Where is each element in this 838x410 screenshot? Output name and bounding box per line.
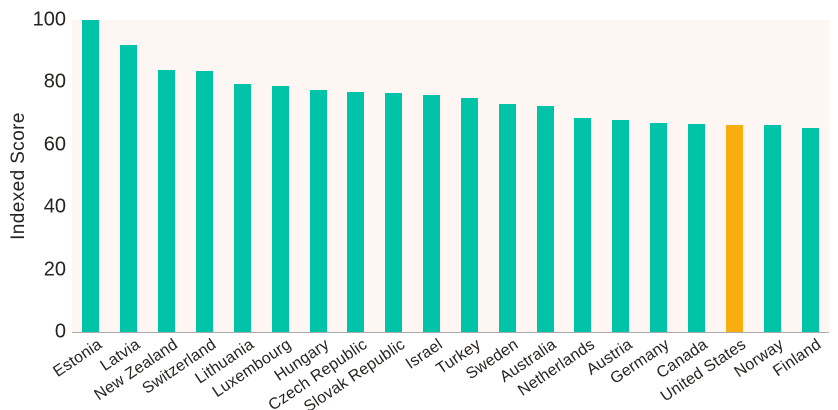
y-tick-80: 80: [43, 70, 66, 93]
bar-lithuania: [233, 83, 251, 332]
y-tick-60: 60: [43, 133, 66, 156]
y-tick-40: 40: [43, 195, 66, 218]
bar-germany: [650, 122, 668, 332]
bar-netherlands: [574, 118, 592, 332]
bar-switzerland: [195, 71, 213, 332]
bar-australia: [536, 105, 554, 332]
bar-united-states: [725, 124, 743, 332]
y-axis-title: Indexed Score: [8, 112, 29, 240]
bar-austria: [612, 119, 630, 332]
bar-latvia: [120, 44, 138, 332]
plot-area: [72, 20, 829, 332]
bar-slovak-republic: [385, 93, 403, 332]
bar-canada: [688, 123, 706, 332]
bar-sweden: [498, 104, 516, 332]
bar-israel: [423, 94, 441, 332]
x-axis-line: [72, 332, 829, 333]
y-tick-20: 20: [43, 258, 66, 281]
y-tick-100: 100: [32, 8, 66, 31]
bar-hungary: [309, 90, 327, 332]
bar-new-zealand: [158, 69, 176, 332]
bar-estonia: [82, 20, 100, 332]
bar-norway: [763, 125, 781, 332]
bar-luxembourg: [271, 85, 289, 332]
bar-finland: [801, 128, 819, 332]
bar-turkey: [460, 98, 478, 332]
bar-czech-republic: [347, 91, 365, 332]
y-tick-0: 0: [54, 320, 66, 343]
